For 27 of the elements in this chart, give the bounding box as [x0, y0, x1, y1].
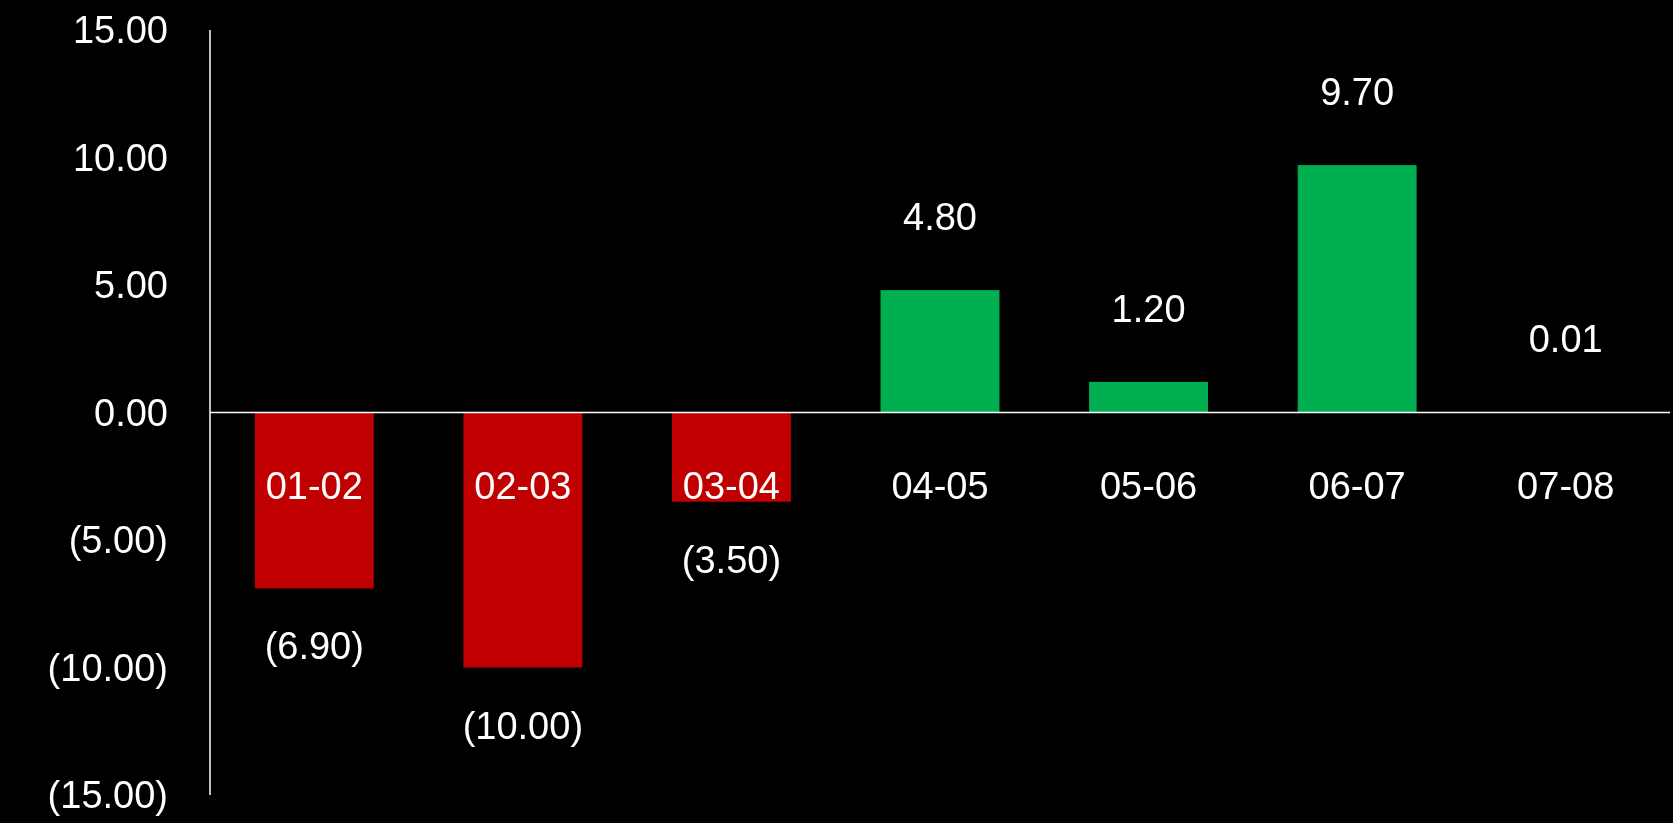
bar: [671, 412, 791, 502]
data-label: (3.50): [681, 538, 782, 581]
bar: [463, 412, 583, 668]
data-label: 0.01: [1528, 318, 1603, 361]
y-tick-label: 15.00: [72, 9, 168, 51]
data-label: 9.70: [1320, 71, 1395, 114]
bar: [254, 412, 374, 589]
x-tick-label: 05-06: [1099, 464, 1198, 507]
y-tick-label: 10.00: [72, 136, 168, 179]
bar: [880, 290, 1000, 413]
x-tick-label: 06-07: [1308, 464, 1406, 507]
x-tick-label: 01-02: [265, 464, 363, 507]
y-tick-label: (10.00): [47, 646, 168, 689]
x-tick-label: 07-08: [1517, 464, 1615, 507]
y-tick-label: 0.00: [94, 391, 168, 434]
x-tick-label: 02-03: [474, 464, 572, 507]
y-tick-label: (5.00): [68, 519, 168, 561]
bar: [1089, 381, 1209, 413]
x-tick-label: 04-05: [891, 464, 989, 507]
x-tick-label: 03-04: [682, 464, 781, 507]
data-label: 4.80: [903, 196, 977, 239]
y-tick-label: (15.00): [47, 774, 168, 816]
y-tick-label: 5.00: [94, 264, 168, 306]
bar: [1297, 165, 1417, 413]
data-label: (10.00): [462, 704, 584, 747]
data-label: (6.90): [264, 625, 364, 668]
data-label: 1.20: [1111, 287, 1186, 330]
